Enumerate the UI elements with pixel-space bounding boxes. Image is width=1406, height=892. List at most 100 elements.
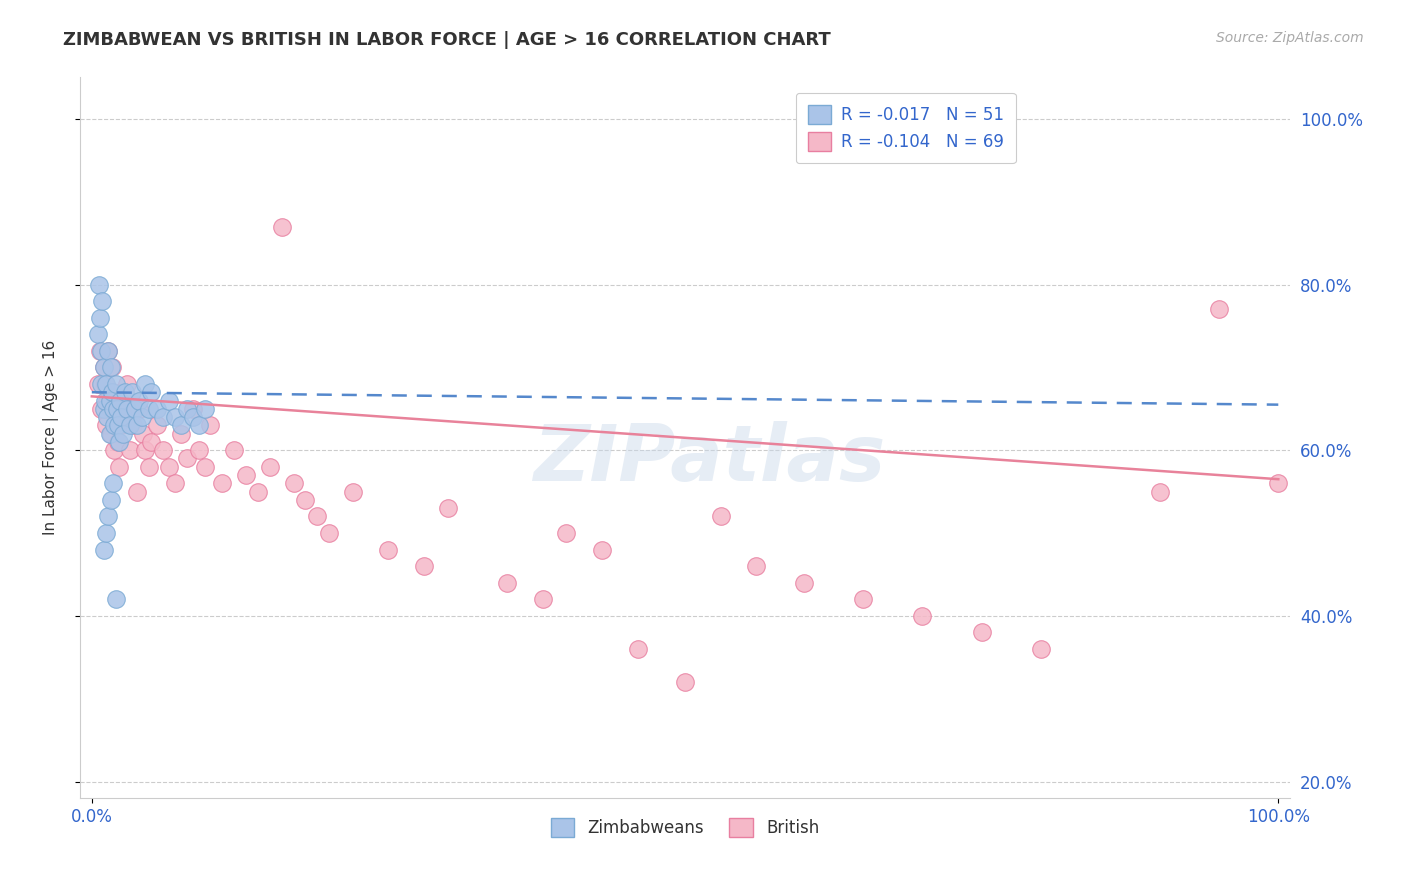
Point — [591, 542, 613, 557]
Point — [1267, 476, 1289, 491]
Point — [436, 501, 458, 516]
Point — [97, 509, 120, 524]
Point — [101, 360, 124, 375]
Point — [94, 376, 117, 391]
Point — [793, 575, 815, 590]
Point — [93, 542, 115, 557]
Point — [181, 410, 204, 425]
Point — [181, 401, 204, 416]
Point — [170, 418, 193, 433]
Point — [270, 219, 292, 234]
Point — [246, 484, 269, 499]
Point — [128, 393, 150, 408]
Point — [117, 376, 139, 391]
Point — [710, 509, 733, 524]
Point — [90, 343, 112, 358]
Point — [89, 310, 111, 325]
Point — [90, 376, 112, 391]
Point — [193, 401, 215, 416]
Point — [342, 484, 364, 499]
Point — [134, 443, 156, 458]
Point — [100, 360, 122, 375]
Point — [139, 434, 162, 449]
Point — [110, 393, 132, 408]
Point — [114, 385, 136, 400]
Point — [152, 443, 174, 458]
Point — [125, 418, 148, 433]
Point — [117, 401, 139, 416]
Point — [87, 327, 110, 342]
Point — [101, 385, 124, 400]
Point — [103, 418, 125, 433]
Point — [111, 426, 134, 441]
Y-axis label: In Labor Force | Age > 16: In Labor Force | Age > 16 — [44, 340, 59, 535]
Point — [1208, 302, 1230, 317]
Text: ZIMBABWEAN VS BRITISH IN LABOR FORCE | AGE > 16 CORRELATION CHART: ZIMBABWEAN VS BRITISH IN LABOR FORCE | A… — [63, 31, 831, 49]
Point — [107, 418, 129, 433]
Point — [259, 459, 281, 474]
Point — [200, 418, 222, 433]
Point — [128, 401, 150, 416]
Point — [98, 393, 121, 408]
Point — [100, 426, 122, 441]
Text: ZIPatlas: ZIPatlas — [533, 421, 886, 498]
Point — [170, 426, 193, 441]
Point — [673, 675, 696, 690]
Point — [163, 410, 186, 425]
Point — [163, 476, 186, 491]
Point — [98, 401, 121, 416]
Point — [187, 443, 209, 458]
Point — [122, 418, 145, 433]
Point — [124, 401, 146, 416]
Point — [146, 401, 169, 416]
Point — [103, 443, 125, 458]
Point — [101, 401, 124, 416]
Point — [970, 625, 993, 640]
Point — [132, 426, 155, 441]
Point — [134, 376, 156, 391]
Point — [235, 468, 257, 483]
Point — [96, 410, 118, 425]
Point — [94, 526, 117, 541]
Point — [911, 608, 934, 623]
Text: Source: ZipAtlas.com: Source: ZipAtlas.com — [1216, 31, 1364, 45]
Point — [104, 401, 127, 416]
Point — [87, 376, 110, 391]
Point — [138, 401, 160, 416]
Point — [93, 360, 115, 375]
Point — [294, 492, 316, 507]
Point — [87, 277, 110, 292]
Point — [107, 434, 129, 449]
Point — [91, 294, 114, 309]
Point — [224, 443, 246, 458]
Point — [146, 418, 169, 433]
Point — [101, 385, 124, 400]
Point — [94, 393, 117, 408]
Point — [97, 343, 120, 358]
Point — [94, 376, 117, 391]
Point — [852, 592, 875, 607]
Point — [187, 418, 209, 433]
Point — [176, 401, 198, 416]
Point — [94, 418, 117, 433]
Point — [98, 426, 121, 441]
Point — [110, 393, 132, 408]
Point — [139, 385, 162, 400]
Point — [118, 443, 141, 458]
Point — [112, 401, 135, 416]
Point — [104, 376, 127, 391]
Point — [555, 526, 578, 541]
Point — [118, 418, 141, 433]
Point — [138, 459, 160, 474]
Legend: Zimbabweans, British: Zimbabweans, British — [544, 812, 825, 844]
Point — [104, 592, 127, 607]
Point — [93, 360, 115, 375]
Point — [108, 459, 131, 474]
Point — [110, 418, 132, 433]
Point — [152, 410, 174, 425]
Point — [108, 434, 131, 449]
Point — [377, 542, 399, 557]
Point — [531, 592, 554, 607]
Point — [176, 451, 198, 466]
Point — [626, 642, 648, 657]
